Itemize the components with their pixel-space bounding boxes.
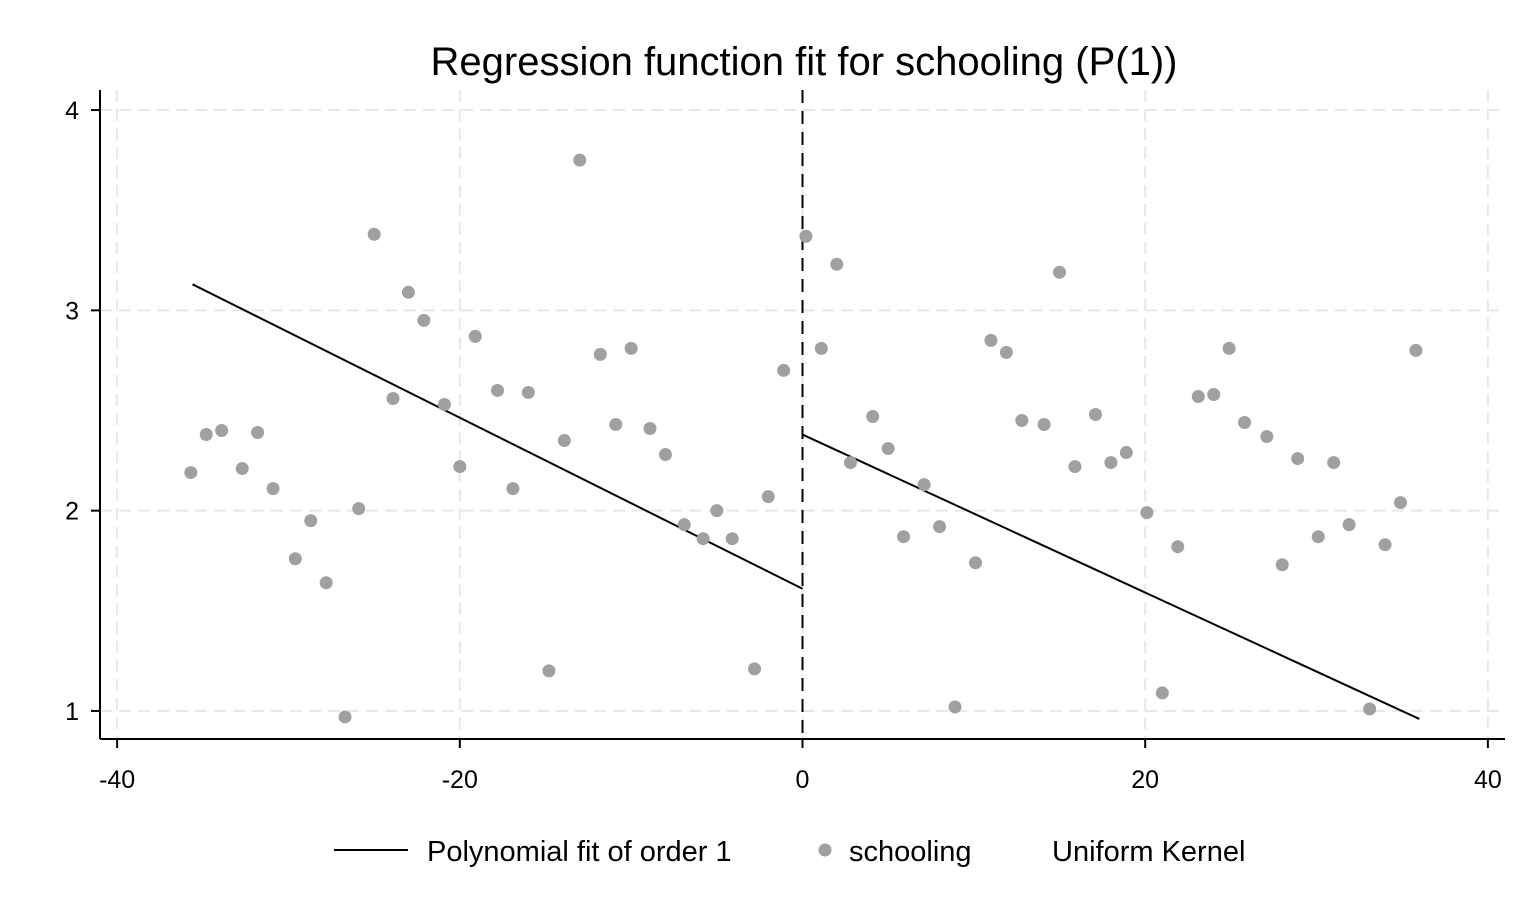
x-tick-label: 0 [796,766,810,794]
data-point [1311,530,1325,544]
data-point [917,478,931,492]
y-tick-label: 4 [65,97,79,125]
data-point [881,442,895,456]
data-point [1068,460,1082,474]
data-point [199,428,213,442]
x-tick-label: 40 [1474,766,1502,794]
data-point [725,532,739,546]
data-point [1155,686,1169,700]
data-point [1104,456,1118,470]
data-point [468,329,482,343]
fit-line-segment [192,283,803,590]
x-tick-label: 20 [1131,766,1159,794]
data-point [1140,506,1154,520]
grid [100,90,1505,739]
data-point [288,552,302,566]
data-point [777,363,791,377]
data-point [1207,387,1221,401]
legend-label-fit: Polynomial fit of order 1 [427,836,732,868]
data-point [1291,452,1305,466]
data-point [235,462,249,476]
data-point [677,518,691,532]
data-point [830,257,844,271]
data-point [1222,341,1236,355]
data-point [658,448,672,462]
data-point [984,333,998,347]
x-tick-label: -40 [99,766,135,794]
data-point [338,710,352,724]
data-point [453,460,467,474]
data-point [437,397,451,411]
data-point [319,576,333,590]
data-point [184,466,198,480]
legend-dot-symbol [818,843,832,857]
y-tick-label: 2 [65,498,79,526]
axes: -40 -20 0 20 40 1 2 3 4 [65,90,1505,794]
data-point [624,341,638,355]
data-point [748,662,762,676]
data-point [643,422,657,436]
data-point [1393,496,1407,510]
legend: Polynomial fit of order 1 schooling Unif… [334,836,1245,868]
scatter-points [184,153,1423,724]
data-point [710,504,724,518]
y-tick-label: 1 [65,698,79,726]
chart-title: Regression function fit for schooling (P… [431,40,1178,84]
data-point [1191,389,1205,403]
data-point [1238,416,1252,430]
data-point [1037,418,1051,432]
data-point [557,434,571,448]
data-point [1275,558,1289,572]
fit-line-segment [802,433,1420,720]
data-point [1378,538,1392,552]
data-point [1409,343,1423,357]
data-point [999,345,1013,359]
y-tick-label: 3 [65,297,79,325]
data-point [401,285,415,299]
data-point [843,456,857,470]
data-point [933,520,947,534]
data-point [696,532,710,546]
data-point [417,313,431,327]
data-point [1053,265,1067,279]
data-point [1260,430,1274,444]
data-point [866,410,880,424]
data-point [304,514,318,528]
data-point [948,700,962,714]
data-point [609,418,623,432]
data-point [897,530,911,544]
data-point [1119,446,1133,460]
data-point [215,424,229,438]
data-point [799,229,813,243]
data-point [593,347,607,361]
data-point [542,664,556,678]
data-point [814,341,828,355]
data-point [573,153,587,167]
data-point [506,482,520,496]
data-point [1015,414,1029,428]
data-point [1171,540,1185,554]
data-point [251,426,265,440]
data-point [1327,456,1341,470]
data-point [1342,518,1356,532]
legend-label-kernel: Uniform Kernel [1052,836,1245,868]
data-point [1088,408,1102,421]
data-point [491,383,505,397]
data-point [1363,702,1377,716]
x-tick-label: -20 [442,766,478,794]
legend-label-schooling: schooling [849,836,972,868]
data-point [386,391,400,405]
data-point [352,502,366,516]
data-point [266,482,280,496]
data-point [761,490,775,504]
data-point [521,385,535,399]
data-point [367,227,381,241]
data-point [969,556,983,570]
